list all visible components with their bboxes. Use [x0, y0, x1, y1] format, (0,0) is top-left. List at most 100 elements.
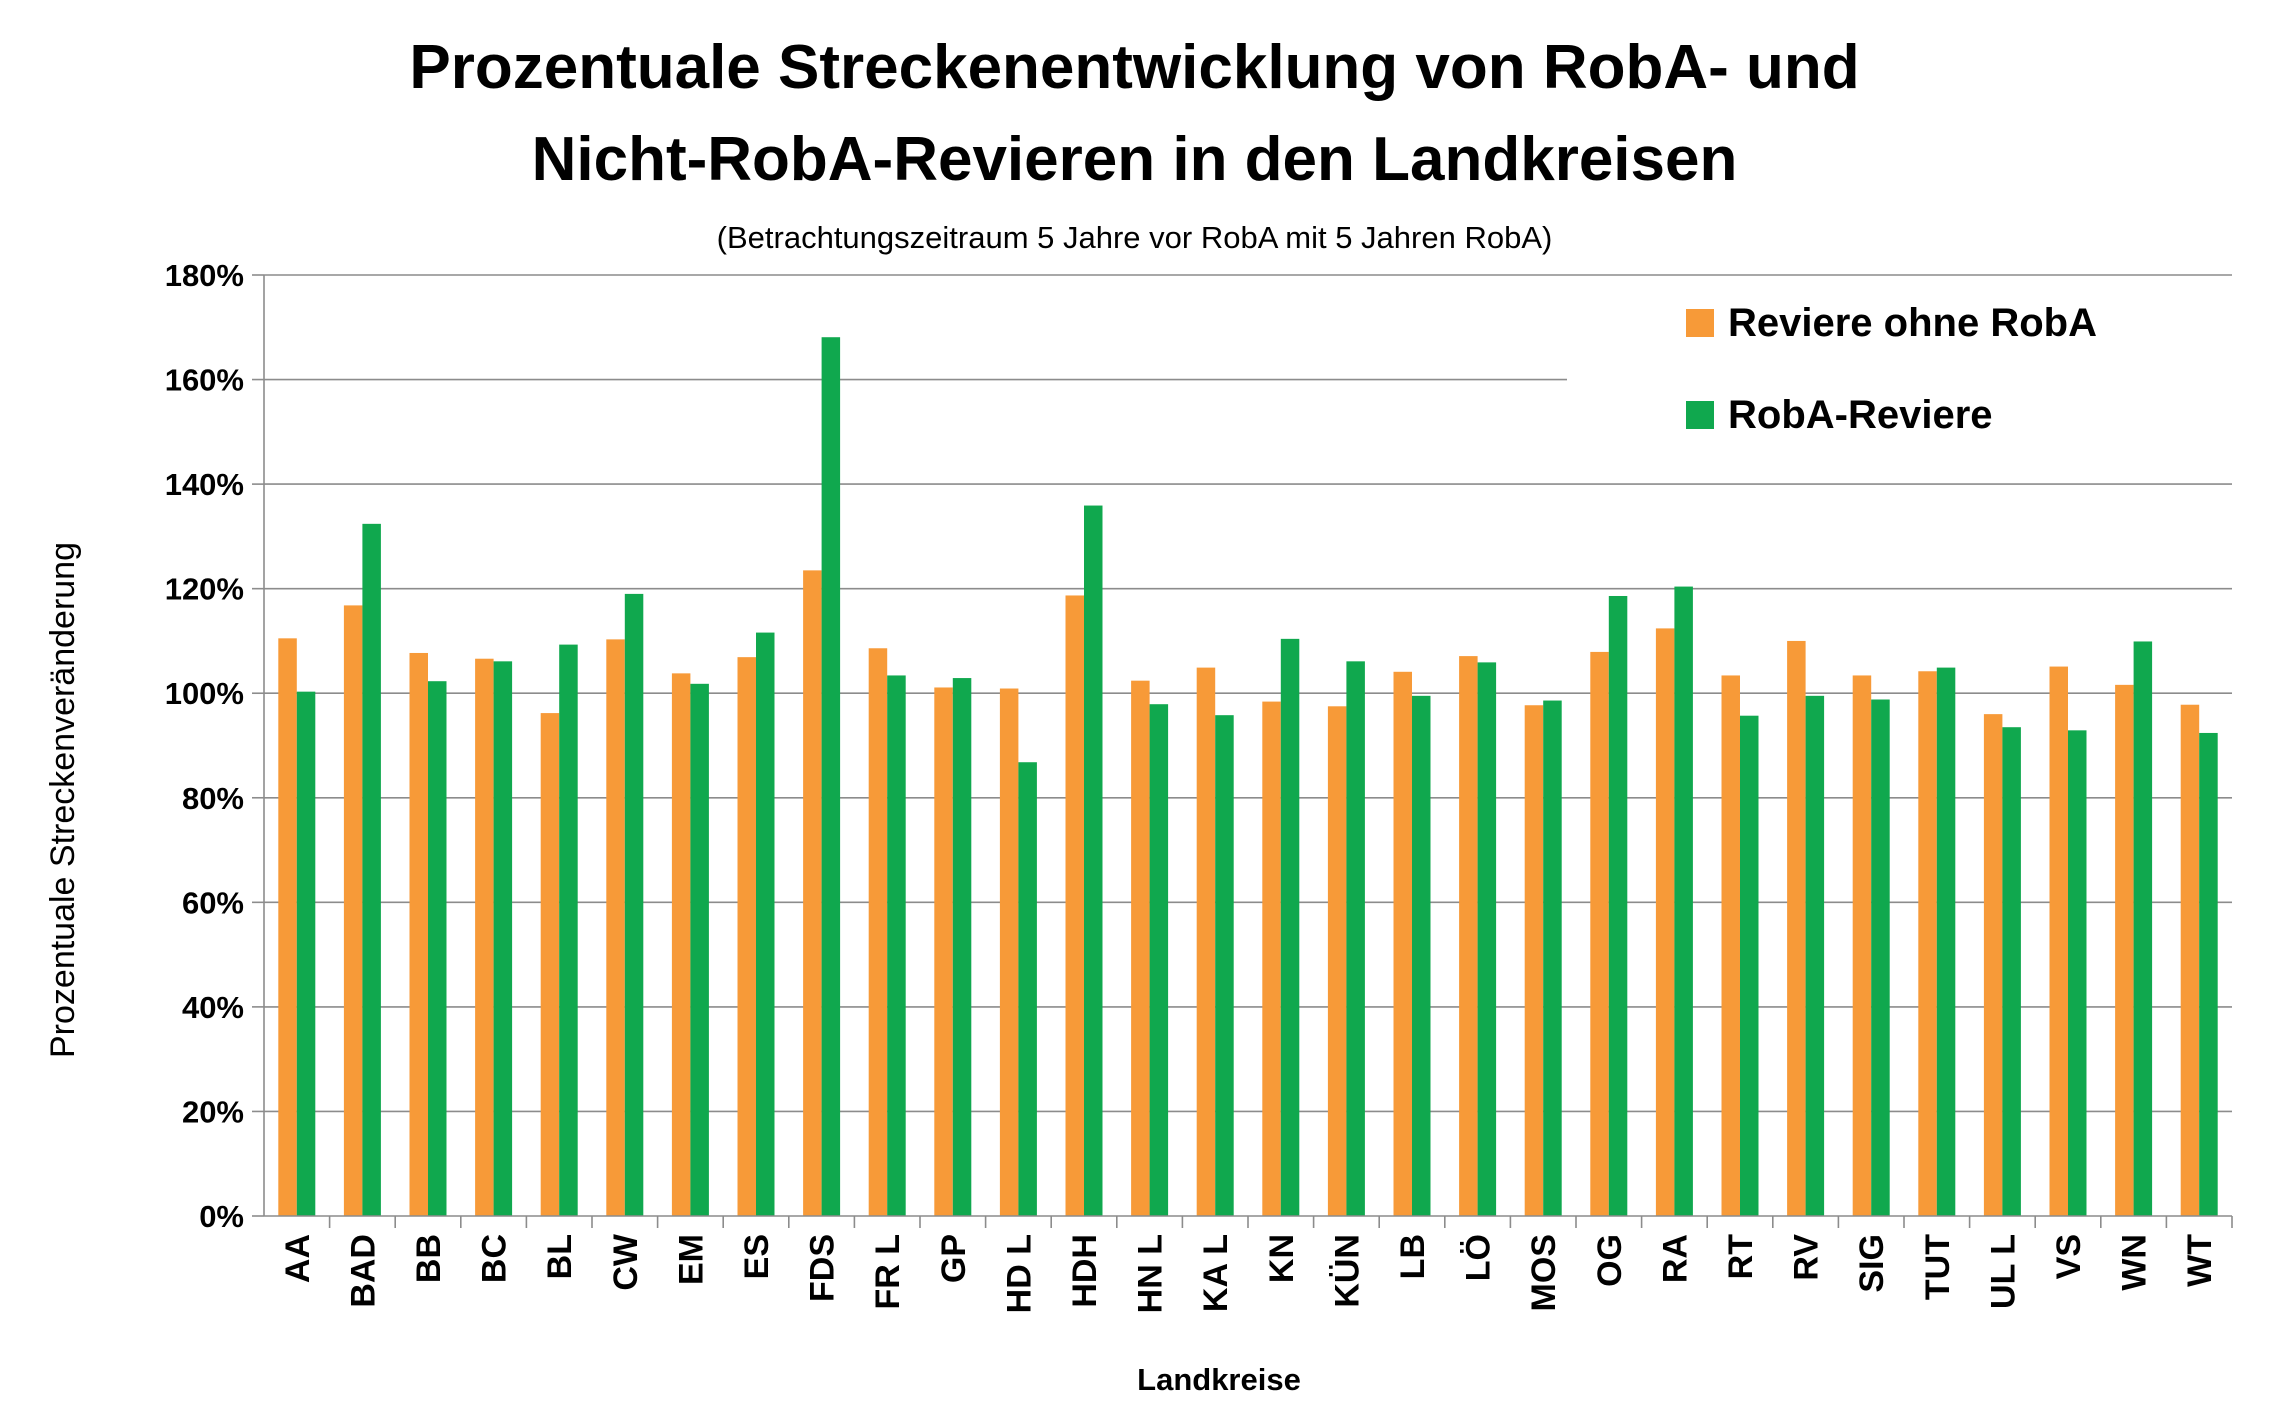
- bar-ohne-roba-kn: [1262, 701, 1281, 1216]
- x-tick-label: OG: [1591, 1234, 1629, 1287]
- bar-roba-fds: [821, 337, 841, 1216]
- bar-roba-rt: [1740, 715, 1759, 1216]
- x-tick-label: MOS: [1525, 1234, 1563, 1311]
- bar-ohne-roba-aa: [278, 638, 297, 1216]
- x-tick-label: KA L: [1197, 1234, 1235, 1312]
- bar-ohne-roba-lb: [1393, 671, 1412, 1216]
- bar-ohne-roba-cw: [606, 639, 625, 1216]
- bar-roba-aa: [296, 691, 316, 1216]
- x-tick-label: HD L: [1000, 1234, 1038, 1313]
- bar-roba-hn-l: [1149, 704, 1169, 1216]
- x-tick-label: FDS: [804, 1234, 842, 1302]
- x-tick-label: RV: [1788, 1234, 1826, 1281]
- bar-ohne-roba-bb: [409, 652, 428, 1216]
- bar-ohne-roba-bc: [475, 658, 494, 1216]
- chart-title-line-2: Nicht-RobA-Revieren in den Landkreisen: [531, 125, 1738, 194]
- y-tick-label: 40%: [182, 990, 244, 1025]
- x-tick-labels: AA BAD BB BC BL CW EM ES FDS FR L GP HD L HDH HN L KA …: [279, 1233, 2219, 1313]
- bar-ohne-roba-wn: [2115, 684, 2134, 1216]
- bar-roba-vs: [2068, 730, 2087, 1216]
- bar-roba-hd-l: [1018, 762, 1037, 1216]
- x-tick-label: HN L: [1132, 1234, 1170, 1313]
- bar-ohne-roba-bad: [343, 605, 363, 1216]
- y-tick-label: 60%: [182, 885, 244, 920]
- bar-roba-wn: [2133, 641, 2153, 1216]
- legend: Reviere ohne RobA RobA-Reviere: [1686, 301, 2097, 437]
- x-tick-label: CW: [607, 1233, 645, 1291]
- bar-roba-lb: [1412, 695, 1431, 1216]
- x-tick-label: EM: [672, 1234, 710, 1285]
- bar-roba-fr-l: [887, 675, 906, 1216]
- bar-ohne-roba-hd-l: [999, 688, 1019, 1216]
- bar-roba-kn: [1280, 638, 1300, 1216]
- x-tick-label: KÜN: [1328, 1234, 1366, 1308]
- x-tick-label: HDH: [1066, 1234, 1104, 1308]
- bar-roba-mos: [1543, 700, 1562, 1216]
- bar-roba-cw: [624, 593, 644, 1216]
- bar-ohne-roba-fr-l: [868, 648, 888, 1216]
- x-tick-label: VS: [2050, 1234, 2088, 1279]
- legend-label: Reviere ohne RobA: [1728, 301, 2097, 345]
- x-tick-label: LB: [1394, 1234, 1432, 1279]
- bar-ohne-roba-ul-l: [1983, 714, 2003, 1216]
- bar-ohne-roba-es: [737, 657, 756, 1216]
- bar-roba-kün: [1346, 661, 1365, 1216]
- bar-ohne-roba-og: [1590, 651, 1609, 1216]
- y-tick-label: 100%: [165, 676, 244, 711]
- x-tick-label: TUT: [1919, 1234, 1957, 1300]
- bar-ohne-roba-rt: [1721, 675, 1740, 1216]
- bar-ohne-roba-bl: [540, 713, 560, 1216]
- y-tick-label: 20%: [182, 1094, 244, 1129]
- bar-ohne-roba-gp: [934, 687, 953, 1216]
- x-tick-label: ES: [738, 1234, 776, 1279]
- y-tick-label: 140%: [165, 467, 244, 502]
- chart-title-line-1: Prozentuale Streckenentwicklung von RobA…: [409, 33, 1860, 102]
- x-tick-label: BAD: [344, 1234, 382, 1308]
- x-tick-label: WT: [2181, 1234, 2219, 1287]
- bar-roba-og: [1608, 595, 1628, 1216]
- bar-roba-em: [690, 683, 709, 1216]
- y-tick-label: 120%: [165, 572, 244, 607]
- bar-roba-lö: [1477, 662, 1497, 1216]
- x-tick-label: GP: [935, 1234, 973, 1283]
- legend-label: RobA-Reviere: [1728, 393, 1993, 437]
- axes: [252, 274, 2233, 1228]
- bar-ohne-roba-vs: [2049, 666, 2068, 1216]
- bar-ohne-roba-sig: [1852, 675, 1872, 1216]
- chart-title: Prozentuale Streckenentwicklung von RobA…: [0, 22, 2269, 206]
- x-axis-label: Landkreise: [1137, 1362, 1301, 1397]
- y-tick-label: 80%: [182, 781, 244, 816]
- bar-roba-wt: [2199, 732, 2218, 1216]
- x-tick-label: BC: [476, 1234, 514, 1283]
- bar-ohne-roba-hn-l: [1131, 680, 1150, 1216]
- bar-roba-bc: [493, 661, 513, 1216]
- y-tick-labels: 0% 20% 40% 60% 80% 100% 120% 140% 160% 180%: [165, 258, 244, 1234]
- bar-ohne-roba-mos: [1524, 705, 1544, 1216]
- bar-roba-tut: [1936, 667, 1956, 1216]
- bar-roba-rv: [1805, 695, 1825, 1216]
- bar-ohne-roba-wt: [2180, 704, 2200, 1216]
- x-tick-label: UL L: [1984, 1234, 2022, 1309]
- bar-ohne-roba-hdh: [1065, 595, 1084, 1216]
- y-tick-label: 0%: [199, 1199, 244, 1234]
- bar-ohne-roba-tut: [1918, 671, 1937, 1216]
- bar-ohne-roba-rv: [1787, 640, 1806, 1216]
- bar-roba-ra: [1674, 586, 1693, 1216]
- x-tick-label: WN: [2116, 1234, 2154, 1291]
- x-tick-label: BL: [541, 1234, 579, 1279]
- bar-roba-ka-l: [1215, 715, 1234, 1216]
- legend-swatch: [1686, 309, 1714, 337]
- bar-ohne-roba-fds: [803, 570, 822, 1216]
- bar-roba-sig: [1871, 699, 1890, 1216]
- bar-roba-gp: [952, 678, 972, 1216]
- legend-swatch: [1686, 401, 1714, 429]
- chart-subtitle: (Betrachtungszeitraum 5 Jahre vor RobA m…: [716, 220, 1553, 255]
- bar-roba-bb: [428, 681, 447, 1216]
- bar-roba-ul-l: [2002, 727, 2021, 1216]
- bar-roba-hdh: [1084, 505, 1103, 1216]
- bar-roba-es: [756, 632, 775, 1216]
- y-axis-label: Prozentuale Streckenveränderung: [44, 542, 82, 1058]
- bar-roba-bad: [362, 523, 381, 1216]
- x-tick-label: LÖ: [1460, 1234, 1498, 1281]
- bar-ohne-roba-ra: [1655, 628, 1675, 1216]
